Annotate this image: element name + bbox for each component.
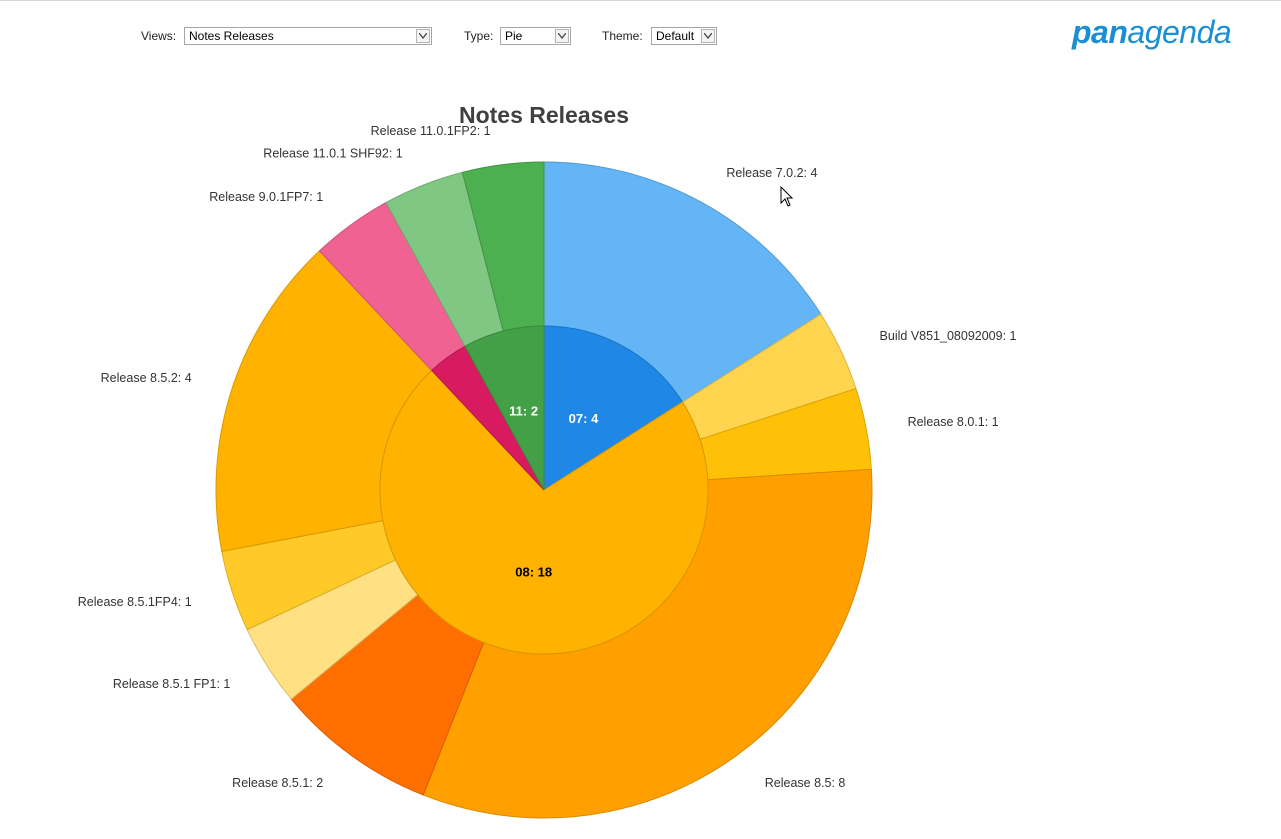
inner-slice-08-18[interactable] xyxy=(379,369,709,655)
theme-label: Theme: xyxy=(602,29,643,43)
inner-slice-11-2[interactable] xyxy=(464,325,545,491)
outer-label-release-8-5-1-fp1-1: Release 8.5.1 FP1: 1 xyxy=(113,677,230,691)
outer-label-release-8-5-1fp4-1: Release 8.5.1FP4: 1 xyxy=(78,595,192,609)
views-select[interactable]: Notes Releases xyxy=(184,27,432,45)
inner-label-11-2: 11: 2 xyxy=(509,404,538,419)
mouse-cursor-icon xyxy=(780,186,794,207)
outer-label-release-8-0-1-1: Release 8.0.1: 1 xyxy=(908,415,999,429)
logo-light-text: agenda xyxy=(1127,14,1232,50)
outer-label-release-9-0-1fp7-1: Release 9.0.1FP7: 1 xyxy=(209,190,323,204)
outer-label-release-8-5-2-4: Release 8.5.2: 4 xyxy=(101,371,192,385)
type-select-value: Pie xyxy=(505,29,523,43)
chevron-down-icon[interactable] xyxy=(701,29,715,43)
panagenda-logo: panagenda xyxy=(1072,14,1232,51)
outer-label-release-11-0-1fp2-1: Release 11.0.1FP2: 1 xyxy=(371,124,491,138)
outer-label-build-v851-08092009-1: Build V851_08092009: 1 xyxy=(880,329,1017,343)
chevron-down-icon[interactable] xyxy=(555,29,569,43)
chart-title: Notes Releases xyxy=(458,102,630,128)
outer-label-release-7-0-2-4: Release 7.0.2: 4 xyxy=(726,166,817,180)
inner-slice-07-4[interactable] xyxy=(543,325,684,491)
views-select-value: Notes Releases xyxy=(189,29,274,43)
theme-select-value: Default xyxy=(656,29,695,43)
chevron-down-icon[interactable] xyxy=(416,29,430,43)
outer-label-release-8-5-1-2: Release 8.5.1: 2 xyxy=(232,776,323,790)
type-label: Type: xyxy=(464,29,494,43)
type-select[interactable]: Pie xyxy=(500,27,571,45)
views-label: Views: xyxy=(141,29,177,43)
logo-bold-text: pan xyxy=(1072,14,1128,50)
outer-label-release-8-5-8: Release 8.5: 8 xyxy=(765,776,846,790)
inner-label-08-18: 08: 18 xyxy=(515,564,552,579)
inner-label-07-4: 07: 4 xyxy=(569,411,599,426)
outer-label-release-11-0-1-shf92-1: Release 11.0.1 SHF92: 1 xyxy=(263,146,402,160)
theme-select[interactable]: Default xyxy=(651,27,717,45)
